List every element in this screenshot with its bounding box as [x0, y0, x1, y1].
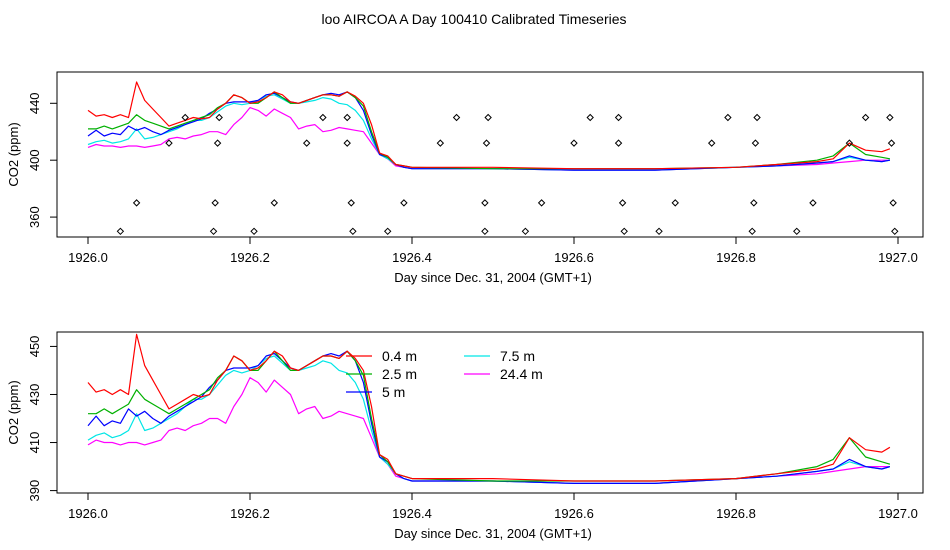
data-point-marker [481, 227, 489, 236]
y-tick-label: 400 [27, 149, 42, 171]
x-tick-label: 1926.6 [554, 250, 594, 265]
y-tick-label: 430 [27, 384, 42, 406]
data-point-marker [436, 139, 445, 147]
data-point-marker [887, 139, 896, 147]
data-point-marker [614, 139, 623, 147]
y-tick-label: 390 [27, 480, 42, 502]
data-point-marker [655, 227, 663, 236]
data-point-marker [482, 139, 491, 147]
x-axis-label: Day since Dec. 31, 2004 (GMT+1) [394, 526, 592, 541]
data-point-marker [343, 139, 351, 147]
data-point-marker [748, 227, 756, 236]
plot-frame [56, 331, 924, 494]
x-tick-label: 1926.8 [716, 506, 756, 521]
x-tick-label: 1927.0 [878, 250, 918, 265]
data-point-marker [302, 139, 311, 147]
panel-top: 1926.0 1926.2 1926.4 1926.6 1926.8 1927.0 Day … [6, 71, 924, 285]
plot-area [87, 81, 899, 236]
series-line-2-5-m [88, 91, 891, 170]
x-tick-label: 1926.6 [554, 506, 594, 521]
data-point-marker [132, 199, 141, 207]
data-point-marker [116, 227, 125, 236]
data-point-marker [209, 227, 218, 236]
data-point-marker [891, 227, 899, 236]
y-axis-label: CO2 (ppm) [6, 122, 21, 186]
legend-label: 24.4 m [500, 366, 543, 382]
x-tick-label: 1926.0 [68, 506, 108, 521]
x-tick-label: 1926.4 [392, 506, 432, 521]
legend-label: 0.4 m [382, 348, 417, 364]
y-tick-label: 360 [27, 206, 42, 228]
data-point-marker [809, 199, 817, 207]
data-point-marker [889, 199, 897, 207]
data-point-marker [537, 199, 546, 207]
data-point-marker [400, 199, 408, 207]
data-point-marker [319, 113, 327, 122]
data-point-marker [751, 139, 760, 147]
y-axis-label: CO2 (ppm) [6, 380, 21, 444]
panel-bottom: 1926.0 1926.2 1926.4 1926.6 1926.8 1927.0 Day … [6, 331, 924, 541]
x-tick-label: 1926.2 [230, 506, 270, 521]
series-line-24-4-m [87, 377, 890, 484]
data-point-marker [614, 113, 623, 122]
x-tick-label: 1927.0 [878, 506, 918, 521]
series-line-5-m [87, 91, 891, 171]
y-tick-label: 450 [27, 336, 42, 358]
data-point-marker [793, 227, 801, 236]
y-tick-label: 440 [27, 92, 42, 114]
data-point-marker [618, 199, 627, 207]
data-point-marker [250, 227, 258, 236]
legend-label: 2.5 m [382, 366, 417, 382]
data-point-marker [861, 113, 870, 122]
data-point-marker [215, 113, 223, 122]
series-line-5-m [87, 350, 891, 484]
data-point-marker [484, 113, 492, 122]
plot-frame [56, 71, 924, 238]
data-point-marker [343, 113, 351, 122]
data-point-marker [481, 199, 489, 207]
x-tick-label: 1926.4 [392, 250, 432, 265]
series-line-24-4-m [87, 106, 890, 171]
data-point-marker [270, 199, 279, 207]
data-point-marker [707, 139, 716, 147]
plot-area [87, 333, 891, 484]
data-point-marker [165, 139, 173, 147]
data-point-marker [211, 199, 219, 207]
data-point-marker [724, 113, 732, 122]
series-line-0-4-m [87, 333, 891, 482]
data-point-marker [586, 113, 594, 122]
x-axis-label: Day since Dec. 31, 2004 (GMT+1) [394, 270, 592, 285]
x-tick-label: 1926.8 [716, 250, 756, 265]
x-tick-label: 1926.0 [68, 250, 108, 265]
y-tick-label: 410 [27, 432, 42, 454]
data-point-marker [570, 139, 578, 147]
series-line-2-5-m [88, 350, 891, 482]
data-point-marker [750, 199, 758, 207]
data-point-marker [671, 199, 679, 207]
data-point-marker [383, 227, 392, 236]
data-point-marker [753, 113, 761, 122]
x-tick-label: 1926.2 [230, 250, 270, 265]
data-point-marker [181, 113, 189, 122]
legend-label: 5 m [382, 384, 405, 400]
data-point-marker [347, 199, 355, 207]
data-point-marker [845, 139, 854, 147]
legend-label: 7.5 m [500, 348, 535, 364]
figure-title: loo AIRCOA A Day 100410 Calibrated Times… [321, 11, 626, 27]
data-point-marker [349, 227, 357, 236]
data-point-marker [213, 139, 222, 147]
data-point-marker [886, 113, 894, 122]
data-point-marker [521, 227, 530, 236]
data-point-marker [452, 113, 461, 122]
data-point-marker [620, 227, 628, 236]
series-line-0-4-m [87, 81, 891, 170]
